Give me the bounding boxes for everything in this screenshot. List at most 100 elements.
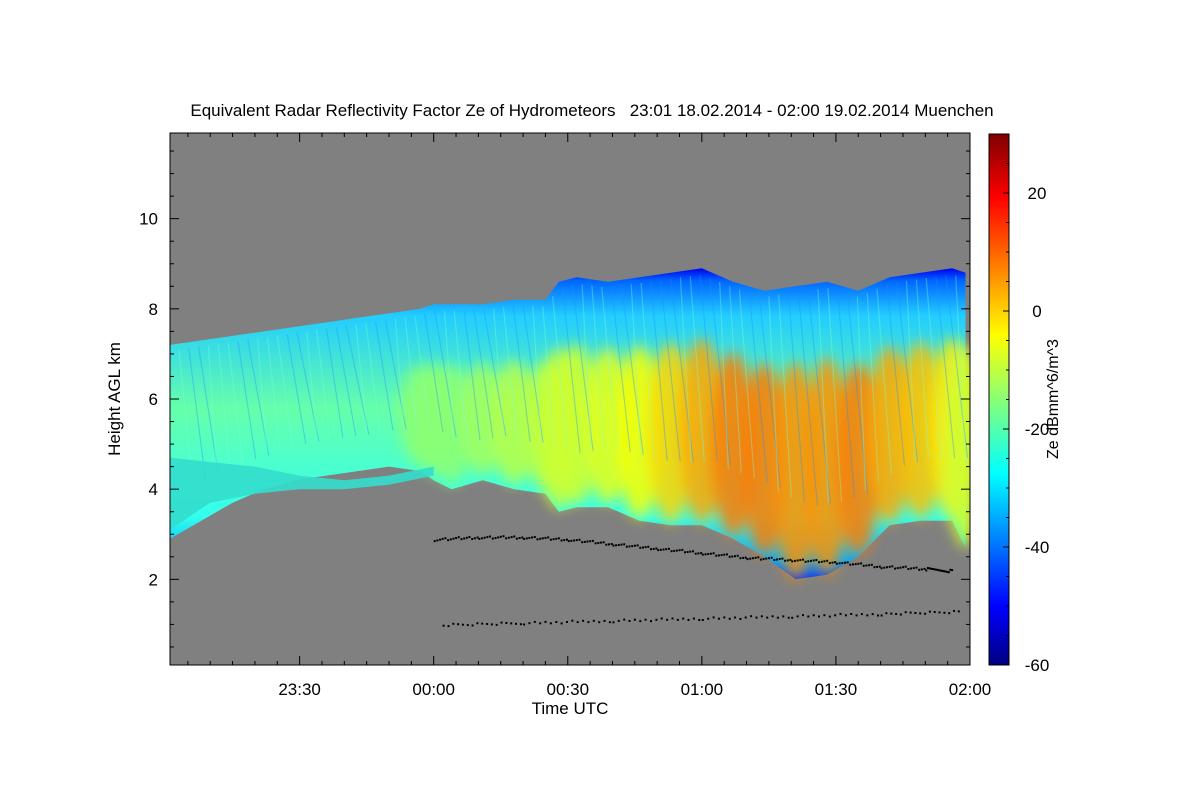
fall-streak [286,333,307,445]
track-dot [728,555,731,558]
track-dot [491,537,494,540]
echo-core [773,362,818,580]
track-dot [739,557,742,560]
fall-streak [699,274,718,462]
track-dot [807,615,810,618]
fall-streak [512,305,531,442]
track-dot [899,613,902,616]
track-dot [849,563,852,566]
track-dot [481,537,484,540]
track-dot [778,558,781,560]
fall-streak [247,339,270,456]
track-dot [877,614,879,617]
track-dot [505,622,508,624]
track-dot [834,561,837,564]
track-dot [502,535,505,538]
track-dot [581,541,584,544]
fall-streak [797,291,818,506]
track-dot [807,560,810,563]
track-dot [823,560,826,563]
track-dot [644,546,647,549]
track-dot [744,556,747,559]
track-dot [671,617,674,620]
track-dot [689,550,692,553]
track-dot [447,539,450,542]
fall-streak [237,341,257,460]
track-dot [499,535,502,538]
fall-streak [827,287,843,502]
track-dot [549,622,552,625]
track-dot [943,611,946,614]
track-dot [541,537,544,540]
track-dot [510,622,513,625]
track-dot [844,614,847,617]
fall-streak [483,310,507,437]
track-dot [523,623,526,626]
fall-streak [620,285,644,455]
track-dot [866,614,869,617]
track-dot [701,553,704,556]
track-dot [946,570,949,573]
track-dot [734,555,736,558]
track-dot [490,623,493,626]
track-dot [461,623,464,626]
track-dot [857,562,860,565]
track-dot [483,536,486,539]
track-dot [888,565,891,568]
track-dot [799,559,802,561]
track-dot [704,553,707,556]
fall-streak [375,321,394,431]
track-dot [452,622,455,625]
track-dot [576,621,579,624]
track-dot [597,542,600,544]
track-dot [555,621,558,623]
track-dot [573,539,576,542]
fall-streak [817,289,829,503]
x-axis: 23:30 00:00 00:30 01:00 01:30 02:00 [187,133,991,699]
track-dot [870,563,873,566]
track-dot [773,559,776,561]
track-dot [515,622,517,625]
track-dot [828,562,831,565]
track-dot [698,619,701,621]
track-dot [939,569,942,572]
track-dot [486,536,489,539]
track-dot [639,546,642,549]
fall-streak [552,296,568,451]
track-dot [930,567,933,570]
fall-streak [296,332,320,442]
track-dot [731,555,734,558]
colorbar: -60 -40 -20 0 20 Ze dBmm^6/m^3 [988,133,1062,675]
track-dot [608,621,611,624]
track-dot [497,536,500,539]
track-dot [791,560,794,563]
track-dot [436,539,439,542]
track-dot [815,559,818,561]
track-dot [776,558,778,561]
track-dot [615,544,618,547]
track-dot [647,545,650,548]
fall-streak [601,286,618,451]
track-dot [655,547,658,550]
fall-streak [856,296,867,491]
track-dot [949,568,952,571]
track-dot [739,617,742,620]
track-dot [810,559,812,562]
fall-streak [571,284,594,451]
echo-core [617,345,662,519]
track-dot [717,554,720,557]
track-dot [734,616,736,619]
track-dot [519,623,522,626]
fall-streak [414,315,431,431]
fall-streak [955,275,967,464]
track-dot [625,545,628,548]
track-dot [854,563,857,566]
track-dot [583,540,586,543]
y-tick-label: 4 [149,480,158,499]
track-dot [862,564,865,567]
track-dot [678,549,681,552]
track-dot [468,536,471,538]
fall-streak [905,280,917,461]
track-dot [944,570,947,573]
track-dot [533,620,536,623]
